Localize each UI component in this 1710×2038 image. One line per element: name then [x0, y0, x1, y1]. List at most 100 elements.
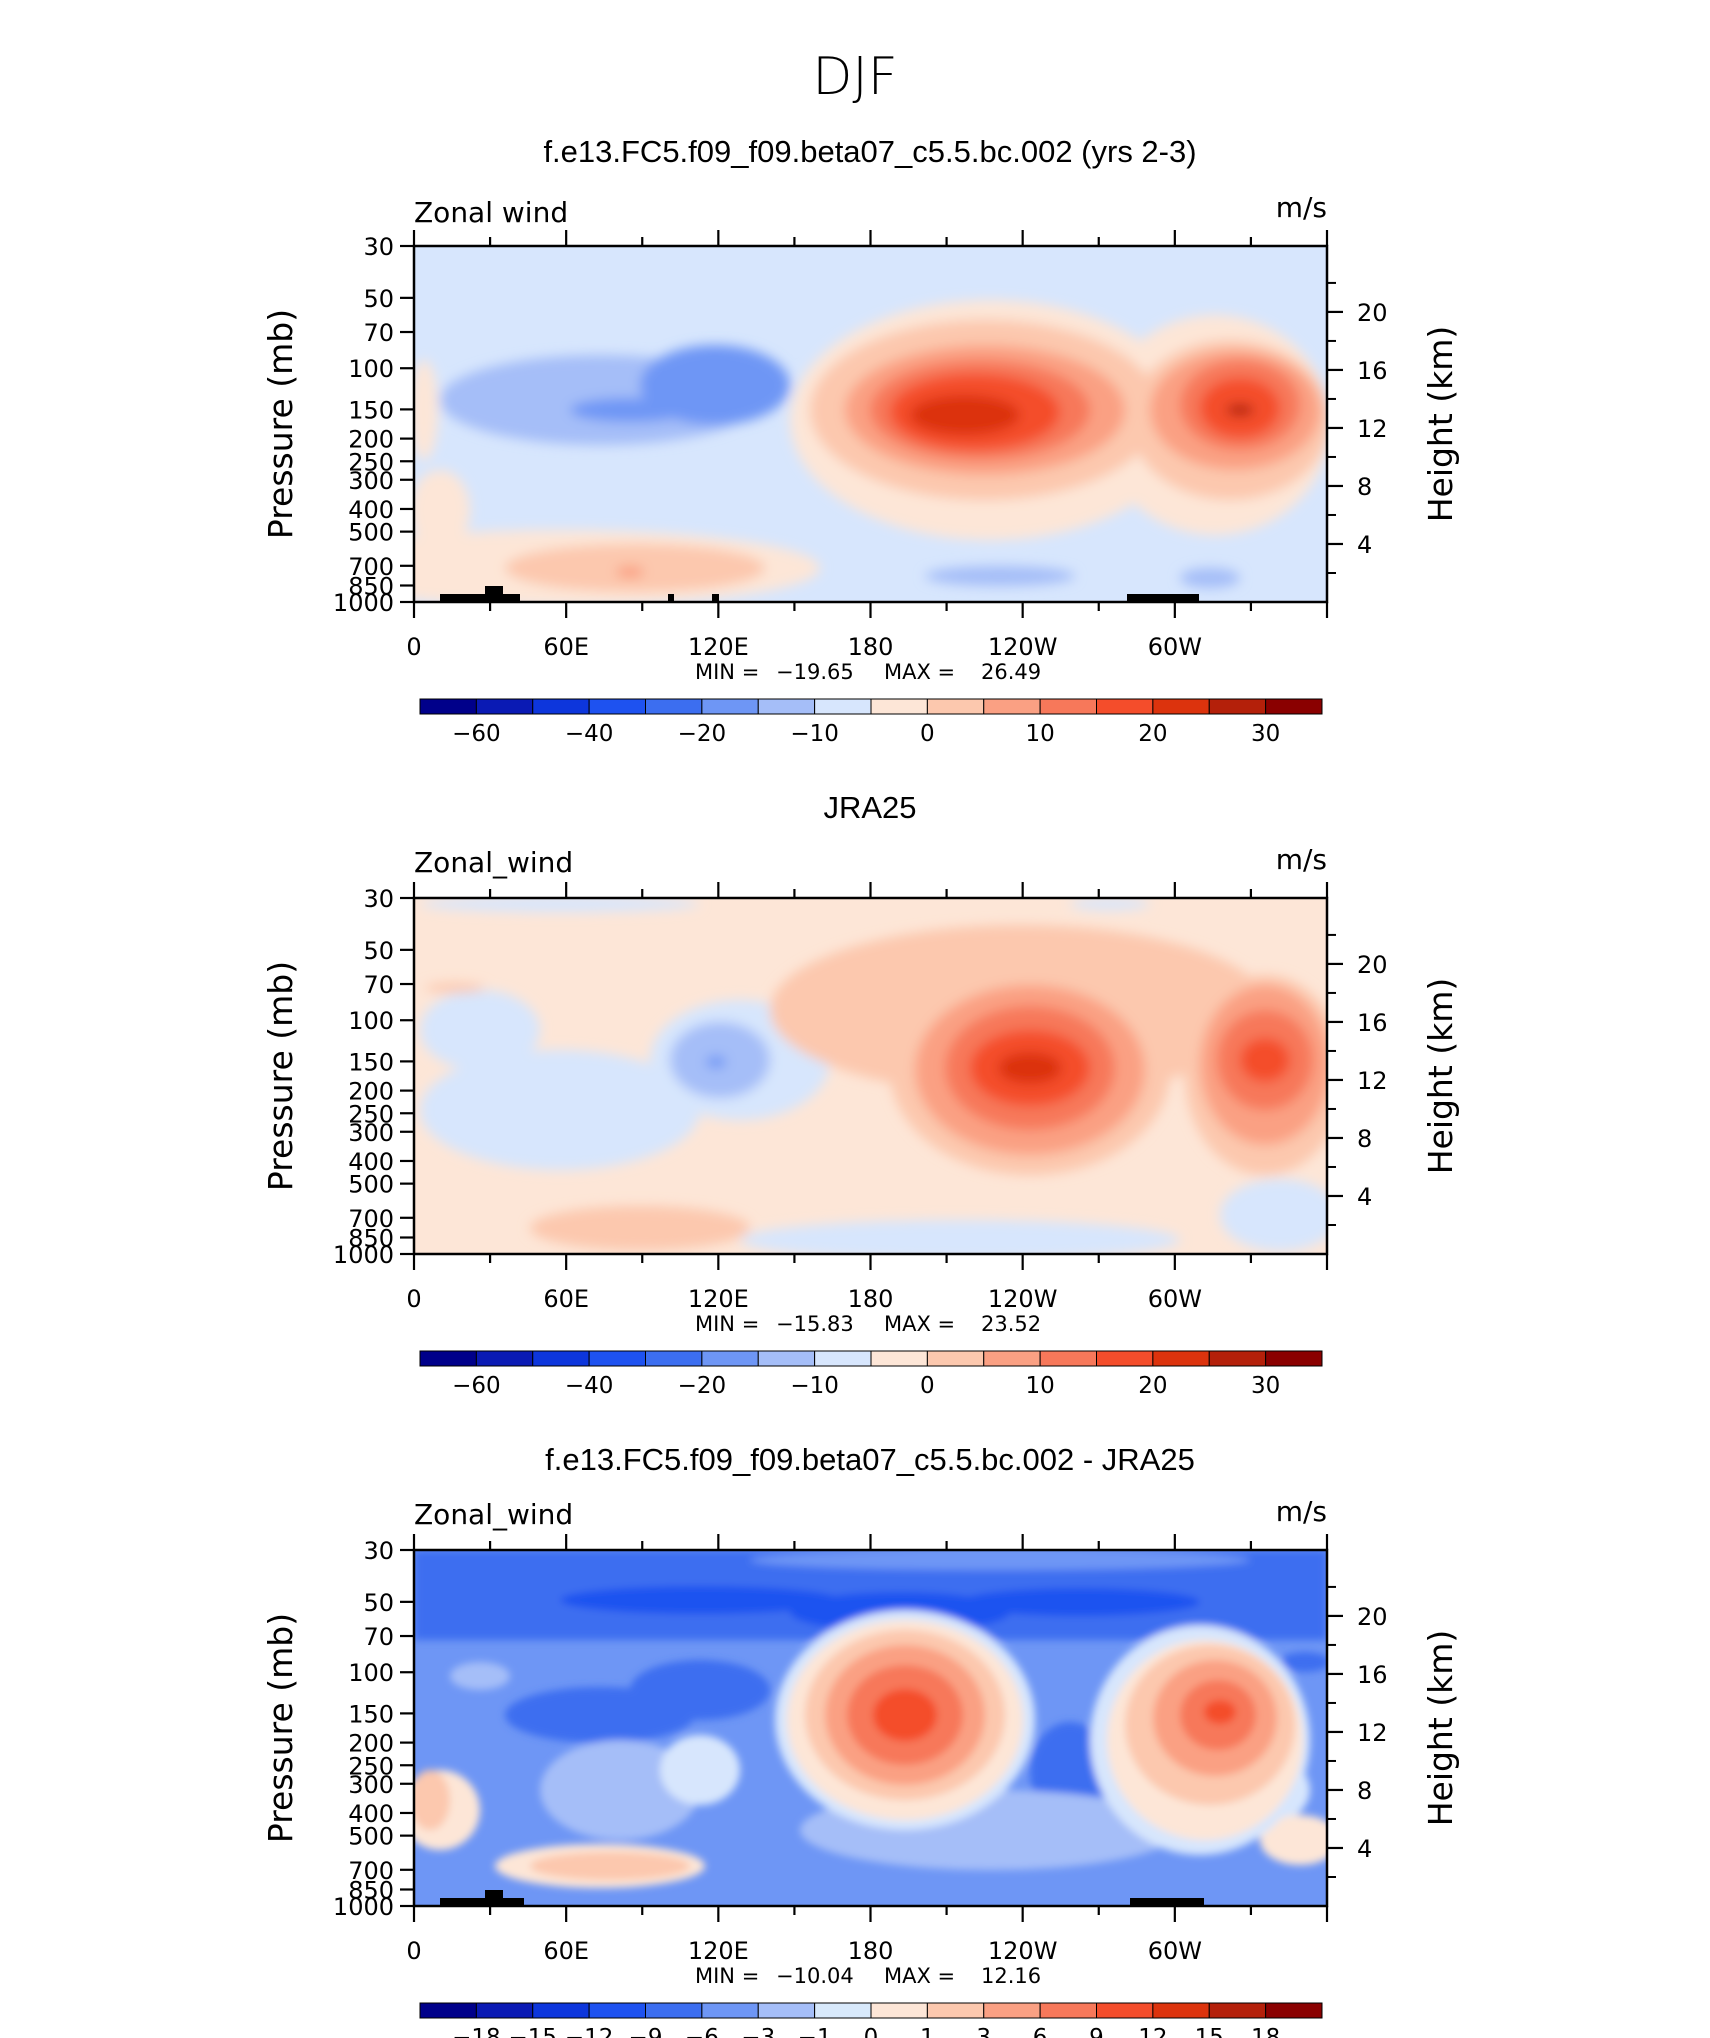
panel-2-max-label: MAX =	[884, 1312, 955, 1336]
panel-3-y-tick-label: 850	[348, 1877, 394, 1905]
panel-1-x-tick-label: 120W	[988, 633, 1058, 661]
panel-1-y-tick-label: 50	[363, 285, 394, 313]
panel-1-colorbar-box	[419, 698, 477, 715]
panel-1-y-tick-label: 500	[348, 519, 394, 547]
panel-2: JRA25 Zonal_wind m/s	[261, 790, 1460, 1399]
panel-2-units: m/s	[1276, 843, 1327, 876]
panel-2-y-axis-label-right: Height (km)	[1421, 978, 1460, 1175]
panel-3-colorbar-box	[814, 2002, 872, 2019]
panel-3-colorbar-box	[588, 2002, 646, 2019]
panel-3-colorbar-label: −15	[508, 2025, 557, 2038]
panel-3-y-tick-label: 70	[363, 1623, 394, 1651]
panel-2-y-tick-label: 500	[348, 1171, 394, 1199]
panel-2-colorbar-box	[926, 1350, 985, 1367]
panel-1-colorbar-label: −40	[565, 721, 614, 747]
panel-2-colorbar-box	[419, 1350, 477, 1367]
panel-2-x-tick-label: 120E	[688, 1285, 749, 1313]
panel-3-height-tick-label: 16	[1357, 1661, 1388, 1689]
panel-3-y-tick-label: 300	[348, 1771, 394, 1799]
panel-1-colorbar-box	[1039, 698, 1097, 715]
panel-1-colorbar-box	[645, 698, 703, 715]
panel-2-colorbar-box	[1039, 1350, 1097, 1367]
panel-1-x-tick-label: 120E	[688, 633, 749, 661]
panel-2-height-tick-label: 4	[1357, 1183, 1372, 1211]
panel-3-units: m/s	[1276, 1495, 1327, 1528]
panel-2-x-tick-label: 0	[406, 1285, 421, 1313]
panel-2-height-tick-label: 8	[1357, 1125, 1372, 1153]
panel-3-colorbar-label: −12	[565, 2025, 614, 2038]
panel-1-y-tick-label: 250	[348, 448, 394, 476]
panel-3-title: f.e13.FC5.f09_f09.beta07_c5.5.bc.002 - J…	[545, 1442, 1195, 1477]
panel-3-colorbar-label: 1	[920, 2025, 935, 2038]
panel-1-y-tick-label: 150	[348, 396, 394, 424]
panel-2-x-tick-label: 120W	[988, 1285, 1058, 1313]
panel-1-x-tick-label: 0	[406, 633, 421, 661]
panel-1-y-axis-label: Pressure (mb)	[261, 309, 300, 539]
panel-2-colorbar-label: −20	[678, 1373, 727, 1399]
panel-2-y-tick-label: 30	[363, 885, 394, 913]
panel-1-colorbar-box	[870, 698, 928, 715]
panel-1-colorbar-box	[1265, 698, 1323, 715]
panel-1-x-tick-label: 60E	[543, 633, 589, 661]
panel-3-colorbar-box	[926, 2002, 985, 2019]
panel-1-axes: 0 60E 120E 180 120W 60W3050701001502002503004…	[261, 230, 1460, 661]
panel-1-colorbar-box	[1096, 698, 1154, 715]
panel-1-max-label: MAX =	[884, 660, 955, 684]
panel-2-colorbar-box	[701, 1350, 759, 1367]
panel-2-y-tick-label: 250	[348, 1100, 394, 1128]
panel-2-y-tick-label: 700	[348, 1205, 394, 1233]
panel-1-x-tick-label: 180	[848, 633, 894, 661]
panel-2-colorbar-label: −10	[790, 1373, 839, 1399]
panel-1-variable: Zonal wind	[414, 196, 568, 229]
panel-3-colorbar-box	[1208, 2002, 1267, 2019]
panel-1-colorbar-label: 30	[1251, 721, 1280, 747]
panel-3-colorbar-box	[1152, 2002, 1210, 2019]
panel-1-colorbar-box	[1208, 698, 1267, 715]
panel-3-colorbar-label: 9	[1089, 2025, 1104, 2038]
panel-1-y-tick-label: 850	[348, 573, 394, 601]
panel-3-colorbar-box	[701, 2002, 759, 2019]
panel-1-colorbar-box	[814, 698, 872, 715]
panel-3-x-tick-label: 60E	[543, 1937, 589, 1965]
panel-3-field	[414, 1550, 1327, 1906]
panel-1-min-value: −19.65	[776, 660, 854, 684]
panel-3-colorbar-label: 6	[1033, 2025, 1048, 2038]
panel-1-colorbar-box	[757, 698, 816, 715]
panel-3-y-tick-label: 50	[363, 1589, 394, 1617]
panel-2-colorbar-box	[645, 1350, 703, 1367]
panel-3-y-tick-label: 1000	[333, 1893, 394, 1921]
panel-3-colorbar-label: −1	[798, 2025, 832, 2038]
panel-3-colorbar-label: −6	[685, 2025, 719, 2038]
panel-3-colorbar-box	[1039, 2002, 1097, 2019]
panel-1-units: m/s	[1276, 191, 1327, 224]
panel-3-min-value: −10.04	[776, 1964, 854, 1988]
panel-3-colorbar: −18 −15 −12 −9 −6 −3 −1 0 1 3 6 9 12 15 18	[419, 2002, 1323, 2038]
panel-2-colorbar-box	[1208, 1350, 1267, 1367]
panel-3-y-tick-label: 250	[348, 1752, 394, 1780]
panel-3-height-tick-label: 4	[1357, 1835, 1372, 1863]
panel-2-max-value: 23.52	[981, 1312, 1041, 1336]
panel-1-colorbar-label: 10	[1025, 721, 1054, 747]
panel-2-colorbar-box	[814, 1350, 872, 1367]
panel-2-y-tick-label: 70	[363, 971, 394, 999]
panel-1-y-axis-label-right: Height (km)	[1421, 326, 1460, 523]
panel-3-colorbar-box	[870, 2002, 928, 2019]
panel-3-colorbar-label: 0	[864, 2025, 879, 2038]
panel-3-colorbar-box	[645, 2002, 703, 2019]
panel-1-y-tick-label: 30	[363, 233, 394, 261]
panel-3-x-tick-label: 120E	[688, 1937, 749, 1965]
panel-2-x-tick-label: 60E	[543, 1285, 589, 1313]
panel-2-y-tick-label: 100	[348, 1007, 394, 1035]
panel-3-x-tick-label: 0	[406, 1937, 421, 1965]
panel-2-height-tick-label: 12	[1357, 1067, 1388, 1095]
panel-3-height-tick-label: 20	[1357, 1603, 1388, 1631]
panel-3-colorbar-box	[757, 2002, 816, 2019]
panel-2-colorbar-box	[1152, 1350, 1210, 1367]
panel-1-height-tick-label: 20	[1357, 299, 1388, 327]
page-title: DJF	[812, 47, 897, 107]
panel-1-colorbar-box	[532, 698, 590, 715]
panel-3: f.e13.FC5.f09_f09.beta07_c5.5.bc.002 - J…	[261, 1442, 1460, 2038]
panel-1-y-tick-label: 200	[348, 426, 394, 454]
panel-2-colorbar-box	[983, 1350, 1041, 1367]
